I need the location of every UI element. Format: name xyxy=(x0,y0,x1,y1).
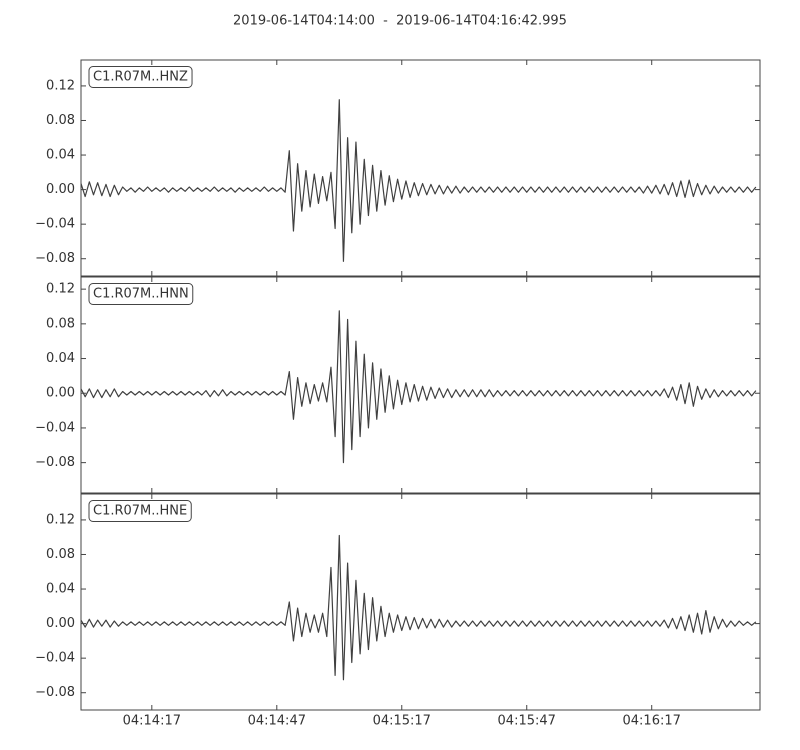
x-tick-label: 04:14:17 xyxy=(123,714,181,729)
y-tick-label: 0.00 xyxy=(46,182,75,197)
y-tick-label: −0.04 xyxy=(35,420,75,435)
y-tick-label: −0.08 xyxy=(35,251,75,266)
chart-title: 2019-06-14T04:14:00 - 2019-06-14T04:16:4… xyxy=(233,14,567,29)
y-tick-label: 0.12 xyxy=(46,512,75,527)
y-tick-label: −0.04 xyxy=(35,217,75,232)
y-tick-label: 0.12 xyxy=(46,78,75,93)
y-tick-label: 0.04 xyxy=(46,582,75,597)
x-tick-label: 04:15:47 xyxy=(498,714,556,729)
trace-label: C1.R07M..HNN xyxy=(93,287,189,302)
y-tick-label: 0.04 xyxy=(46,148,75,163)
y-tick-label: 0.12 xyxy=(46,282,75,297)
x-tick-label: 04:16:17 xyxy=(623,714,681,729)
panel-frame xyxy=(80,59,761,277)
trace-label: C1.R07M..HNZ xyxy=(93,70,188,85)
y-tick-label: 0.08 xyxy=(46,547,75,562)
y-tick-label: −0.04 xyxy=(35,651,75,666)
trace-label-box xyxy=(88,283,194,305)
trace-label: C1.R07M..HNE xyxy=(93,504,187,519)
panel-frame xyxy=(80,493,761,711)
y-tick-label: −0.08 xyxy=(35,455,75,470)
y-tick-label: 0.00 xyxy=(46,386,75,401)
y-tick-label: 0.04 xyxy=(46,351,75,366)
x-tick-label: 04:15:17 xyxy=(373,714,431,729)
waveform xyxy=(81,99,757,262)
x-tick-label: 04:14:47 xyxy=(248,714,306,729)
y-tick-label: 0.00 xyxy=(46,616,75,631)
y-tick-label: 0.08 xyxy=(46,113,75,128)
trace-label-box xyxy=(88,66,193,88)
y-tick-label: −0.08 xyxy=(35,685,75,700)
waveform xyxy=(81,310,757,464)
waveform xyxy=(81,534,757,681)
panel-frame xyxy=(80,276,761,494)
y-tick-label: 0.08 xyxy=(46,316,75,331)
trace-label-box xyxy=(88,500,192,522)
